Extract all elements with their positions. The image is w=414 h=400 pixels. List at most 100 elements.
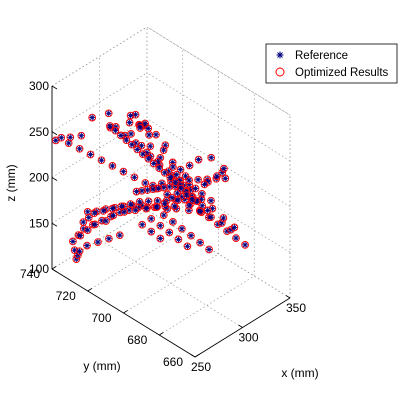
optimized-marker xyxy=(147,227,156,236)
data-point xyxy=(171,178,180,187)
reference-marker-stroke xyxy=(84,243,90,249)
optimized-marker xyxy=(168,193,176,202)
data-point xyxy=(126,111,135,120)
optimized-marker xyxy=(145,131,153,139)
optimized-marker xyxy=(198,201,207,210)
data-point xyxy=(168,193,176,202)
reference-marker-stroke xyxy=(169,195,175,201)
grid-line xyxy=(51,209,148,270)
z-tick-label: 150 xyxy=(29,216,49,230)
y-tick-label: 740 xyxy=(20,267,40,281)
data-point xyxy=(111,126,120,135)
box-edge xyxy=(51,26,148,87)
reference-marker-stroke xyxy=(188,233,194,239)
reference-marker-stroke xyxy=(173,179,179,185)
data-point xyxy=(108,204,117,213)
optimized-marker xyxy=(138,150,147,158)
reference-marker-stroke xyxy=(196,157,202,163)
optimized-marker xyxy=(141,179,150,187)
optimized-marker xyxy=(219,214,228,222)
data-points xyxy=(51,109,249,263)
data-point xyxy=(182,191,191,200)
optimized-marker xyxy=(160,168,169,177)
data-point xyxy=(207,153,216,162)
data-point xyxy=(130,173,139,182)
reference-marker-stroke xyxy=(77,233,83,239)
optimized-marker xyxy=(196,238,204,247)
data-point xyxy=(204,178,212,186)
legend: Reference Optimized Results xyxy=(265,43,398,84)
data-point xyxy=(104,109,113,118)
data-point xyxy=(142,148,151,157)
reference-marker-stroke xyxy=(139,203,145,208)
data-point xyxy=(117,131,125,140)
optimized-marker xyxy=(126,200,135,208)
data-point xyxy=(144,154,153,163)
reference-marker-stroke xyxy=(154,204,160,210)
data-point xyxy=(191,184,200,193)
optimized-marker xyxy=(86,150,95,159)
x-tick-mark xyxy=(190,354,196,358)
optimized-marker xyxy=(200,180,209,189)
data-point xyxy=(142,204,151,213)
data-point xyxy=(192,197,201,205)
optimized-marker xyxy=(76,231,85,240)
optimized-marker xyxy=(156,234,165,243)
optimized-marker xyxy=(138,186,146,195)
optimized-marker xyxy=(51,136,60,145)
reference-marker-stroke xyxy=(205,179,211,185)
reference-marker-stroke xyxy=(139,188,145,194)
reference-marker-stroke xyxy=(91,210,97,216)
optimized-marker xyxy=(115,231,124,240)
data-point xyxy=(126,200,135,208)
reference-marker-stroke xyxy=(189,197,195,203)
z-tick-label: 200 xyxy=(29,171,49,185)
reference-marker-stroke xyxy=(112,128,118,134)
data-point xyxy=(152,130,160,139)
optimized-marker xyxy=(94,238,102,246)
data-point xyxy=(138,220,147,229)
reference-marker-stroke xyxy=(80,219,86,225)
y-tick-mark xyxy=(87,288,92,292)
optimized-marker xyxy=(75,247,84,256)
optimized-marker xyxy=(136,124,144,132)
data-point xyxy=(205,245,213,254)
reference-marker-stroke xyxy=(199,191,205,197)
optimized-marker xyxy=(102,217,110,225)
reference-marker-stroke xyxy=(118,203,124,209)
optimized-marker xyxy=(207,196,215,205)
optimized-marker xyxy=(203,206,212,215)
reference-marker-stroke xyxy=(107,123,113,129)
optimized-marker xyxy=(174,235,183,244)
reference-marker-stroke xyxy=(85,209,91,215)
reference-marker-stroke xyxy=(159,180,165,186)
data-point xyxy=(144,124,153,133)
optimized-marker xyxy=(131,110,140,119)
optimized-marker xyxy=(130,173,139,182)
reference-marker-stroke xyxy=(134,189,139,195)
reference-marker-stroke xyxy=(89,115,95,121)
data-point xyxy=(187,231,195,240)
reference-marker-stroke xyxy=(146,132,152,138)
reference-marker-stroke xyxy=(151,161,157,166)
data-point xyxy=(133,145,142,154)
z-tick-mark xyxy=(51,222,58,227)
reference-marker-stroke xyxy=(86,215,92,221)
data-point xyxy=(75,144,84,153)
reference-marker-stroke xyxy=(70,238,76,244)
optimized-marker xyxy=(149,185,157,194)
data-point xyxy=(145,131,153,139)
y-tick-mark xyxy=(51,266,57,270)
optimized-marker xyxy=(133,145,142,154)
optimized-marker xyxy=(194,155,203,164)
data-point xyxy=(159,183,168,192)
data-point xyxy=(143,186,152,194)
optimized-marker xyxy=(104,109,113,118)
reference-marker-stroke xyxy=(183,173,188,179)
z-tick-mark xyxy=(51,85,58,90)
reference-marker-stroke xyxy=(85,227,91,233)
reference-marker-stroke xyxy=(53,137,59,143)
optimized-marker xyxy=(74,251,82,260)
reference-marker-stroke xyxy=(150,186,156,192)
optimized-marker xyxy=(134,203,142,212)
